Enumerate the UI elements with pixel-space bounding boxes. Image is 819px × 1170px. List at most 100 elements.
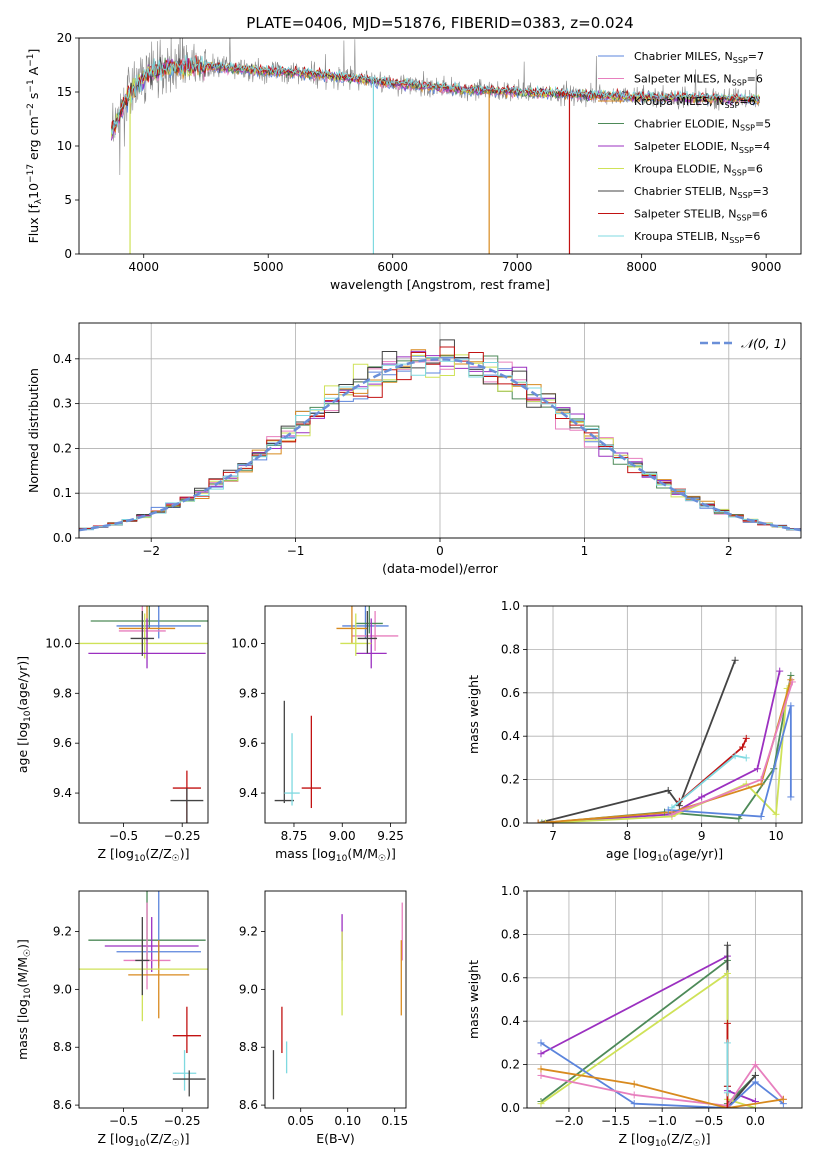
x-tick-label: −2.0 xyxy=(554,1114,583,1128)
label-part: (age/yr)] xyxy=(668,846,723,861)
y-tick-label: 0.8 xyxy=(501,927,520,941)
legend-sub: SSP xyxy=(740,124,755,133)
legend-n: =6 xyxy=(747,163,763,176)
y-tick-label: 9.0 xyxy=(239,982,258,996)
x-tick-label: 7 xyxy=(549,829,557,843)
legend-sub: SSP xyxy=(724,101,739,110)
axes-frame xyxy=(526,605,803,824)
x-tick-label: 8000 xyxy=(626,260,657,274)
x-tick-label: 5000 xyxy=(253,260,284,274)
x-axis-label: E(B-V) xyxy=(316,1131,355,1146)
axes-frame xyxy=(526,890,803,1109)
y-tick-label: 0.0 xyxy=(501,1101,520,1115)
x-tick-label: −2 xyxy=(142,544,160,558)
legend-name: Salpeter ELODIE, N xyxy=(634,140,739,153)
legend-sub: SSP xyxy=(736,214,751,223)
axes-frame xyxy=(78,322,802,539)
label-part: mass weight xyxy=(466,675,481,754)
normal-curve xyxy=(79,358,801,532)
label-part: mass [log xyxy=(275,846,336,861)
label-part: ] xyxy=(26,49,41,54)
x-axis-label: Z [log10(Z/Z☉)] xyxy=(619,1131,711,1149)
label-part: ☉ xyxy=(172,1139,180,1149)
chabrier_stelib-line xyxy=(537,659,736,823)
legend-label: Chabrier STELIB, NSSP=3 xyxy=(634,185,769,200)
errorbars xyxy=(79,606,208,823)
x-axis-label: Z [log10(Z/Z☉)] xyxy=(98,846,190,864)
label-part: )] xyxy=(180,1131,190,1146)
y-tick-label: 9.4 xyxy=(53,786,72,800)
x-axis-label: mass [log10(M/M☉)] xyxy=(275,846,396,864)
y-tick-label: 9.8 xyxy=(53,686,72,700)
y-tick-label: 5 xyxy=(64,193,72,207)
label-part: −17 xyxy=(26,164,36,183)
x-tick-label: 10 xyxy=(768,829,783,843)
salpeter_miles-line xyxy=(671,681,794,816)
mass-vs-Z-panel: −0.5 −0.258.68.89.09.2Z [log10(Z/Z☉)]mass… xyxy=(15,890,209,1149)
label-part: (M/M xyxy=(15,957,30,988)
y-tick-label: 0.3 xyxy=(53,397,72,411)
axes-frame xyxy=(78,890,209,1109)
chabrier_miles-line xyxy=(540,1042,784,1108)
x-tick-label: 1 xyxy=(581,544,589,558)
y-tick-label: 9.2 xyxy=(239,925,258,939)
legend-name: Kroupa ELODIE, N xyxy=(634,163,732,176)
x-tick-label: 9 xyxy=(698,829,706,843)
x-tick-label: 8 xyxy=(624,829,632,843)
label-part: A xyxy=(26,66,41,79)
legend-label: Chabrier MILES, NSSP=7 xyxy=(634,50,764,65)
label-part: Z [log xyxy=(619,1131,655,1146)
chabrier_elodie-line xyxy=(541,675,792,823)
x-tick-label: 6000 xyxy=(377,260,408,274)
label-part: age [log xyxy=(606,846,657,861)
y-axis-label: Normed distribution xyxy=(26,368,41,493)
x-tick-label: −1 xyxy=(287,544,305,558)
y-tick-label: 1.0 xyxy=(501,599,520,613)
y-tick-label: 0.2 xyxy=(53,441,72,455)
errorbars xyxy=(274,606,399,809)
axes-frame xyxy=(264,890,407,1109)
label-part: )] xyxy=(180,846,190,861)
legend-sub: SSP xyxy=(739,146,754,155)
x-axis-label: Z [log10(Z/Z☉)] xyxy=(98,1131,190,1149)
legend-n: =6 xyxy=(747,73,763,86)
x-tick-label: −1.5 xyxy=(601,1114,630,1128)
residuals-panel: −2 −1 0 1 2 0.0 0.1 0.2 0.3 0.4 (data-model)/error… xyxy=(26,322,802,576)
kroupa_miles-line xyxy=(538,679,792,823)
y-tick-label: 0.6 xyxy=(501,686,520,700)
legend-label: Kroupa MILES, NSSP=6 xyxy=(634,95,756,110)
label-part: (age/yr)] xyxy=(15,656,30,711)
errorbars xyxy=(272,902,403,1100)
label-part: 10 xyxy=(23,987,33,999)
label-part: (M/M xyxy=(347,846,378,861)
x-tick-label: 0 xyxy=(436,544,444,558)
figure-title: PLATE=0406, MJD=51876, FIBERID=0383, z=0… xyxy=(246,14,633,32)
label-part: Z [log xyxy=(98,846,134,861)
legend-n: =7 xyxy=(748,50,764,63)
x-axis-label: (data-model)/error xyxy=(382,561,499,576)
legend-n: =6 xyxy=(739,95,755,108)
y-tick-label: 9.8 xyxy=(239,686,258,700)
label-part: )] xyxy=(386,846,396,861)
legend-sub: SSP xyxy=(732,79,747,88)
y-tick-label: 8.8 xyxy=(239,1040,258,1054)
legend-sub: SSP xyxy=(738,191,753,200)
errorbars xyxy=(79,891,208,1097)
label-part: ☉ xyxy=(23,949,33,957)
x-tick-label: 7000 xyxy=(502,260,533,274)
spectrum-panel: 4000 5000 6000 7000 8000 9000 0 5 10 15 20 waveleng… xyxy=(26,31,802,292)
y-tick-label: 0.0 xyxy=(501,816,520,830)
y-tick-label: 0.4 xyxy=(501,729,520,743)
x-tick-label: 0.15 xyxy=(381,1114,408,1128)
legend-label: Salpeter MILES, NSSP=6 xyxy=(634,73,763,88)
y-tick-label: 20 xyxy=(57,31,72,45)
y-tick-label: 8.8 xyxy=(53,1040,72,1054)
legend-name: Chabrier MILES, N xyxy=(634,50,733,63)
label-part: Flux [f xyxy=(26,204,41,244)
x-axis-label: age [log10(age/yr)] xyxy=(606,846,723,864)
chabrier_stelib-line xyxy=(726,945,757,1108)
kroupa_miles-line xyxy=(540,1068,784,1108)
y-tick-label: 0.6 xyxy=(501,971,520,985)
